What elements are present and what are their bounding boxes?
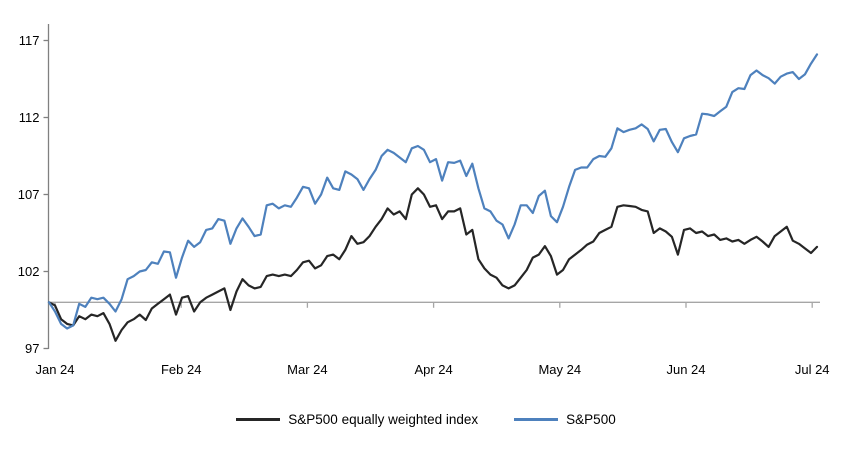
x-axis-tick-label: Jan 24 bbox=[35, 362, 74, 377]
x-axis-tick-label: Feb 24 bbox=[161, 362, 201, 377]
x-axis-tick-label: Mar 24 bbox=[287, 362, 327, 377]
sp500-line bbox=[47, 53, 819, 330]
y-axis-tick-label: 107 bbox=[18, 187, 40, 202]
legend-item-sp500: S&P500 bbox=[514, 412, 616, 427]
x-axis-baseline-100 bbox=[48, 301, 820, 308]
y-axis-tick-label: 117 bbox=[19, 33, 40, 48]
axis-labels: 97 102 107 112 117 Jan 24 Feb 24 Mar 24 Apr 24 Ma… bbox=[18, 33, 830, 377]
x-axis-tick-label: Jul 24 bbox=[795, 362, 830, 377]
legend: S&P500 equally weighted index S&P500 bbox=[0, 412, 852, 427]
legend-label-sp500: S&P500 bbox=[566, 412, 616, 427]
sp500-equal-weight-line bbox=[47, 187, 819, 342]
legend-item-equal-weight: S&P500 equally weighted index bbox=[236, 412, 478, 427]
sp500-line-swatch bbox=[514, 418, 559, 421]
y-axis bbox=[43, 24, 50, 350]
chart-series bbox=[47, 53, 819, 342]
x-axis-tick-label: May 24 bbox=[538, 362, 581, 377]
y-axis-tick-label: 102 bbox=[18, 264, 40, 279]
y-axis-tick-label: 112 bbox=[19, 110, 40, 125]
y-axis-tick-label: 97 bbox=[25, 341, 39, 356]
legend-label-equal-weight: S&P500 equally weighted index bbox=[288, 412, 479, 427]
equal-weight-line-swatch bbox=[236, 418, 281, 421]
x-axis-tick-label: Jun 24 bbox=[666, 362, 705, 377]
x-axis-tick-label: Apr 24 bbox=[414, 362, 452, 377]
